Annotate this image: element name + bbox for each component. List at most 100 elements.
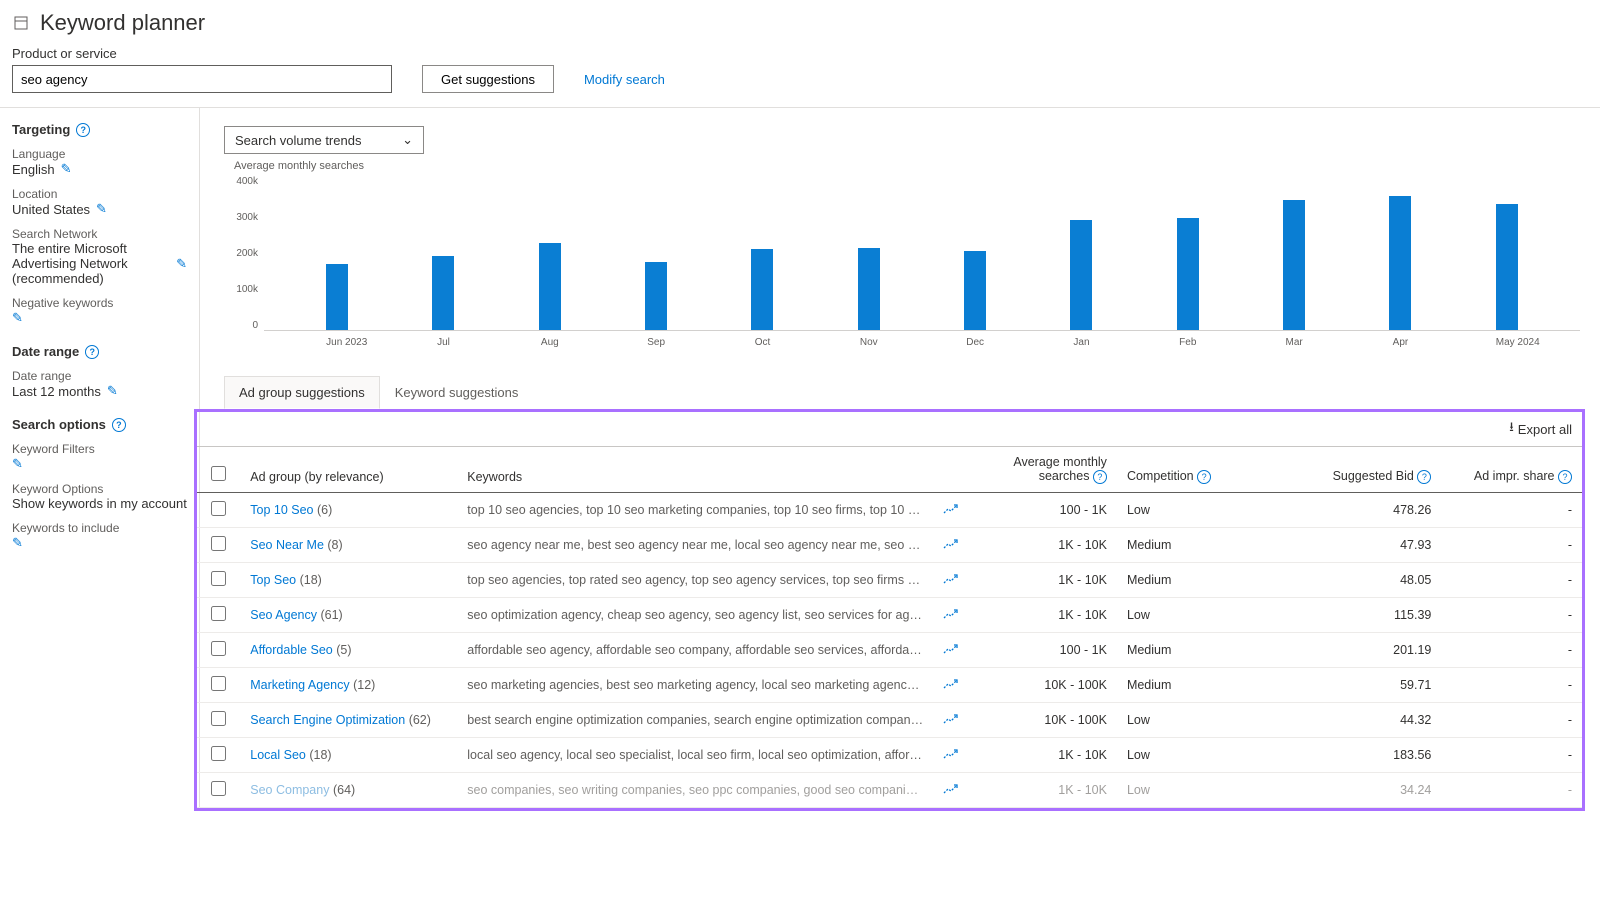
tab-keyword-suggestions[interactable]: Keyword suggestions: [380, 376, 534, 409]
chart-bar: [1070, 220, 1092, 330]
keywords-cell: best search engine optimization companie…: [457, 703, 933, 738]
date-range-value: Last 12 months: [12, 384, 101, 399]
select-all-checkbox[interactable]: [211, 466, 226, 481]
col-bid[interactable]: Suggested Bid ?: [1258, 447, 1442, 493]
adgroup-link[interactable]: Search Engine Optimization: [250, 713, 405, 727]
info-icon[interactable]: ?: [1093, 470, 1107, 484]
trend-icon[interactable]: [933, 528, 976, 563]
chart-bar: [326, 264, 348, 330]
language-value: English: [12, 162, 55, 177]
col-impr[interactable]: Ad impr. share ?: [1441, 447, 1582, 493]
chart-bar: [1283, 200, 1305, 330]
pencil-icon[interactable]: ✎: [107, 383, 118, 399]
info-icon[interactable]: ?: [1197, 470, 1211, 484]
adgroup-count: (64): [333, 783, 355, 797]
info-icon[interactable]: ?: [1417, 470, 1431, 484]
competition-cell: Low: [1117, 598, 1258, 633]
get-suggestions-button[interactable]: Get suggestions: [422, 65, 554, 93]
adgroup-link[interactable]: Seo Company: [250, 783, 329, 797]
pencil-icon[interactable]: ✎: [61, 161, 72, 177]
bid-cell: 48.05: [1258, 563, 1442, 598]
trend-icon[interactable]: [933, 668, 976, 703]
export-all-button[interactable]: ⭳ Export all: [1509, 418, 1572, 440]
info-icon[interactable]: ?: [1558, 470, 1572, 484]
trend-icon[interactable]: [933, 598, 976, 633]
adgroup-link[interactable]: Top 10 Seo: [250, 503, 313, 517]
trend-icon[interactable]: [933, 633, 976, 668]
col-adgroup[interactable]: Ad group (by relevance): [240, 447, 457, 493]
keyword-filters-label: Keyword Filters: [12, 442, 187, 456]
keywords-cell: top seo agencies, top rated seo agency, …: [457, 563, 933, 598]
impr-cell: -: [1441, 773, 1582, 808]
table-row: Affordable Seo (5)affordable seo agency,…: [197, 633, 1582, 668]
adgroup-link[interactable]: Seo Agency: [250, 608, 317, 622]
adgroup-count: (5): [336, 643, 351, 657]
search-options-title: Search options?: [12, 417, 187, 432]
col-searches[interactable]: Average monthly searches ?: [976, 447, 1117, 493]
row-checkbox[interactable]: [211, 571, 226, 586]
chart-type-dropdown[interactable]: Search volume trends ⌄: [224, 126, 424, 154]
row-checkbox[interactable]: [211, 711, 226, 726]
info-icon[interactable]: ?: [85, 345, 99, 359]
table-row: Top 10 Seo (6)top 10 seo agencies, top 1…: [197, 493, 1582, 528]
adgroup-count: (12): [353, 678, 375, 692]
row-checkbox[interactable]: [211, 746, 226, 761]
bid-cell: 478.26: [1258, 493, 1442, 528]
adgroup-link[interactable]: Affordable Seo: [250, 643, 332, 657]
col-competition[interactable]: Competition ?: [1117, 447, 1258, 493]
adgroup-link[interactable]: Marketing Agency: [250, 678, 349, 692]
trend-icon[interactable]: [933, 773, 976, 808]
info-icon[interactable]: ?: [76, 123, 90, 137]
pencil-icon[interactable]: ✎: [176, 256, 187, 272]
competition-cell: Medium: [1117, 668, 1258, 703]
info-icon[interactable]: ?: [112, 418, 126, 432]
product-service-input[interactable]: [12, 65, 392, 93]
trend-icon[interactable]: [933, 703, 976, 738]
table-row: Top Seo (18) top seo agencies, top rated …: [197, 563, 1582, 598]
adgroup-link[interactable]: Seo Near Me: [250, 538, 324, 552]
chart-bar: [1496, 204, 1518, 330]
competition-cell: Medium: [1117, 563, 1258, 598]
adgroup-link[interactable]: Local Seo: [250, 748, 306, 762]
date-range-label: Date range: [12, 369, 187, 383]
collapse-icon[interactable]: [12, 14, 30, 32]
trend-icon[interactable]: [933, 563, 976, 598]
pencil-icon[interactable]: ✎: [12, 535, 23, 551]
tab-adgroup-suggestions[interactable]: Ad group suggestions: [224, 376, 380, 409]
table-row: Seo Agency (61)seo optimization agency, …: [197, 598, 1582, 633]
bid-cell: 115.39: [1258, 598, 1442, 633]
competition-cell: Medium: [1117, 528, 1258, 563]
pencil-icon[interactable]: ✎: [12, 456, 23, 472]
keywords-cell: seo optimization agency, cheap seo agenc…: [457, 598, 933, 633]
location-label: Location: [12, 187, 187, 201]
row-checkbox[interactable]: [211, 606, 226, 621]
chart-bar: [645, 262, 667, 330]
suggestions-table: Ad group (by relevance) Keywords Average…: [197, 446, 1582, 808]
bid-cell: 47.93: [1258, 528, 1442, 563]
adgroup-count: (18): [300, 573, 322, 587]
pencil-icon[interactable]: ✎: [12, 310, 23, 326]
modify-search-link[interactable]: Modify search: [584, 72, 665, 87]
pencil-icon[interactable]: ✎: [96, 201, 107, 217]
impr-cell: -: [1441, 598, 1582, 633]
table-row: Seo Near Me (8)seo agency near me, best …: [197, 528, 1582, 563]
chart-subtitle: Average monthly searches: [234, 160, 1580, 172]
adgroup-link[interactable]: Top Seo: [250, 573, 296, 587]
keywords-include-label: Keywords to include: [12, 521, 187, 535]
trend-icon[interactable]: [933, 493, 976, 528]
row-checkbox[interactable]: [211, 781, 226, 796]
date-range-title: Date range?: [12, 344, 187, 359]
row-checkbox[interactable]: [211, 501, 226, 516]
searches-cell: 10K - 100K: [976, 703, 1117, 738]
trend-icon[interactable]: [933, 738, 976, 773]
search-network-label: Search Network: [12, 227, 187, 241]
col-keywords[interactable]: Keywords: [457, 447, 933, 493]
competition-cell: Medium: [1117, 633, 1258, 668]
table-row: Seo Company (64)seo companies, seo writi…: [197, 773, 1582, 808]
row-checkbox[interactable]: [211, 536, 226, 551]
row-checkbox[interactable]: [211, 641, 226, 656]
searches-cell: 100 - 1K: [976, 633, 1117, 668]
table-row: Marketing Agency (12)seo marketing agenc…: [197, 668, 1582, 703]
row-checkbox[interactable]: [211, 676, 226, 691]
impr-cell: -: [1441, 528, 1582, 563]
